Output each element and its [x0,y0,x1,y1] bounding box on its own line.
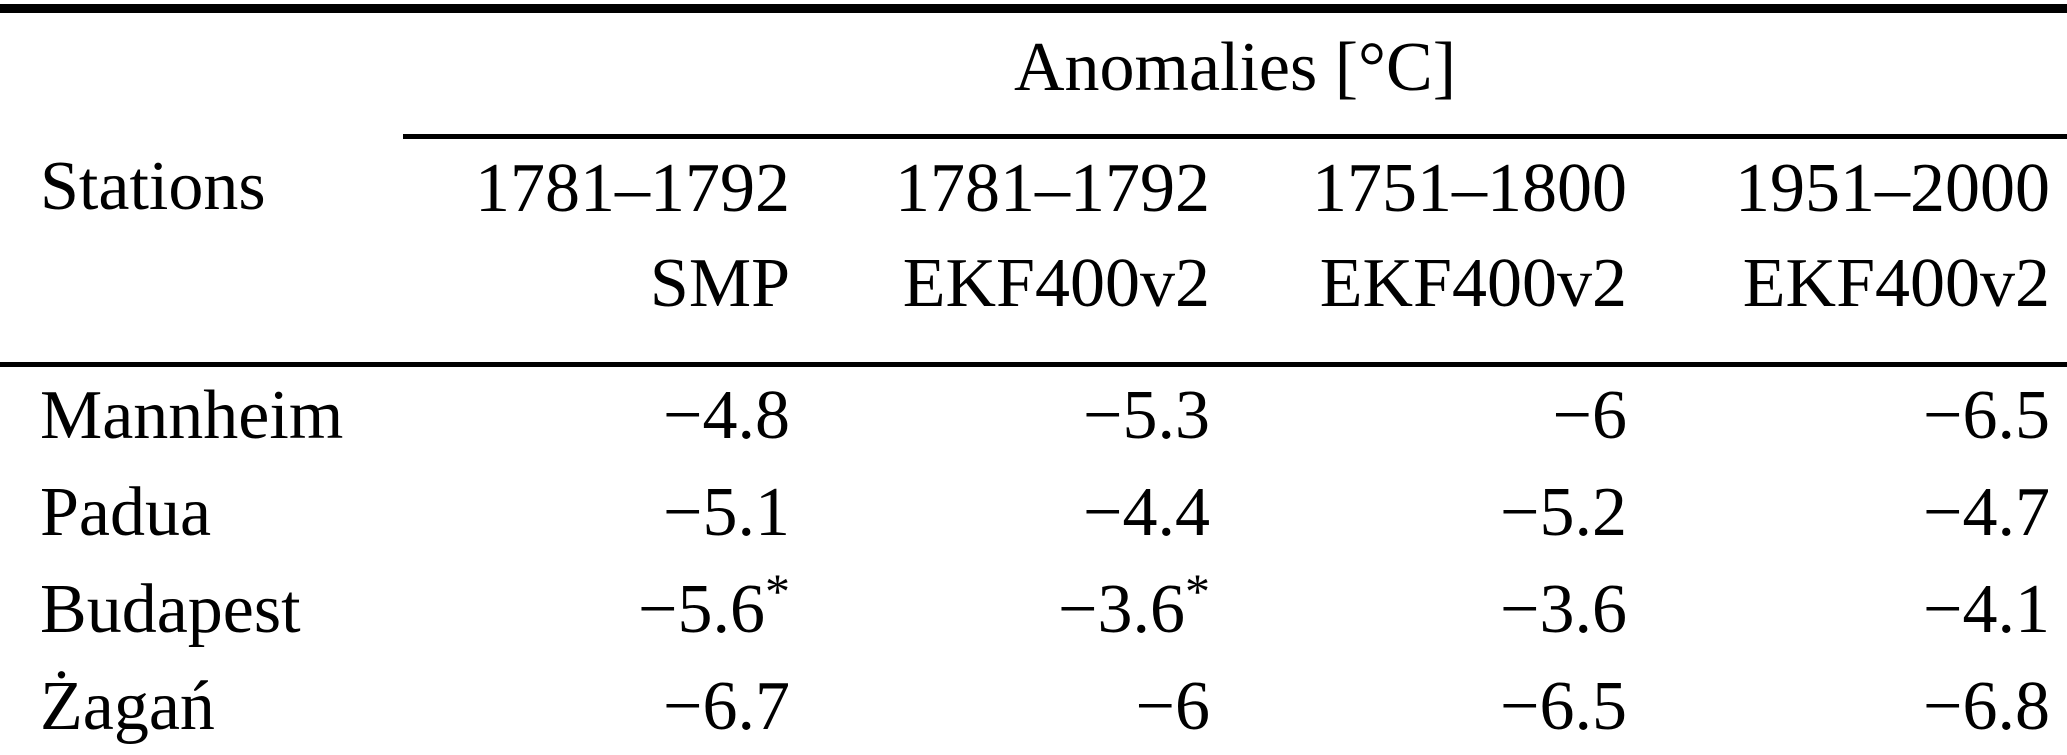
anomaly-value: −6.8 [1923,667,2051,745]
group-header-spacer [0,9,403,137]
column-header-1: 1781–1792 SMP [403,136,807,367]
station-name: Budapest [40,570,301,648]
anomaly-value: −6.7 [663,667,790,745]
column-period-label: 1781–1792 [895,150,1210,227]
station-row: Żagań −6.7 −6 −6.5 −6.8 [0,658,2067,755]
station-name: Mannheim [40,376,344,454]
group-header-row: Anomalies [°C] [0,8,2067,139]
column-header-3: 1751–1800 EKF400v2 [1227,136,1644,367]
anomaly-value: −5.6* [638,562,790,648]
anomaly-value: −4.4 [1083,473,1210,551]
column-period-label: 1951–2000 [1735,150,2051,227]
anomaly-value: −3.6* [1058,562,1210,648]
station-name: Żagań [40,667,215,745]
table-body: Mannheim −4.8 −5.3 −6 −6.5 Padua −5.1 −4.4 −5.2 −… [0,365,2067,755]
anomaly-value: −4.1 [1923,570,2051,648]
anomaly-value: −4.8 [663,376,790,454]
anomaly-value: −4.7 [1923,473,2051,551]
anomaly-value: −5.3 [1083,376,1210,454]
anomaly-value: −3.6 [1500,570,1627,648]
column-period-label: 1781–1792 [475,150,790,227]
column-dataset-label: SMP [649,245,790,322]
anomaly-value: −6 [1552,376,1627,454]
column-dataset-label: EKF400v2 [1319,245,1627,322]
column-header-row: Stations 1781–1792 SMP 1781–1792 EKF400v2 17… [0,136,2067,367]
column-header-2: 1781–1792 EKF400v2 [807,136,1227,367]
stations-column-header: Stations [0,136,403,367]
anomaly-value: −6 [1135,667,1210,745]
station-row: Mannheim −4.8 −5.3 −6 −6.5 [0,365,2067,465]
station-name: Padua [40,473,212,551]
anomalies-table: Anomalies [°C] Stations 1781–1792 SMP 1781… [0,4,2067,755]
group-header-anomalies: Anomalies [°C] [403,8,2067,139]
column-dataset-label: EKF400v2 [902,245,1210,322]
anomaly-value: −6.5 [1923,376,2051,454]
column-dataset-label: EKF400v2 [1742,245,2051,322]
anomaly-value: −6.5 [1500,667,1627,745]
column-header-4: 1951–2000 EKF400v2 [1644,136,2067,367]
anomaly-value: −5.1 [663,473,790,551]
station-row: Padua −5.1 −4.4 −5.2 −4.7 [0,464,2067,561]
column-period-label: 1751–1800 [1312,150,1627,227]
anomaly-value: −5.2 [1500,473,1627,551]
station-row: Budapest −5.6* −3.6* −3.6 −4.1 [0,561,2067,658]
